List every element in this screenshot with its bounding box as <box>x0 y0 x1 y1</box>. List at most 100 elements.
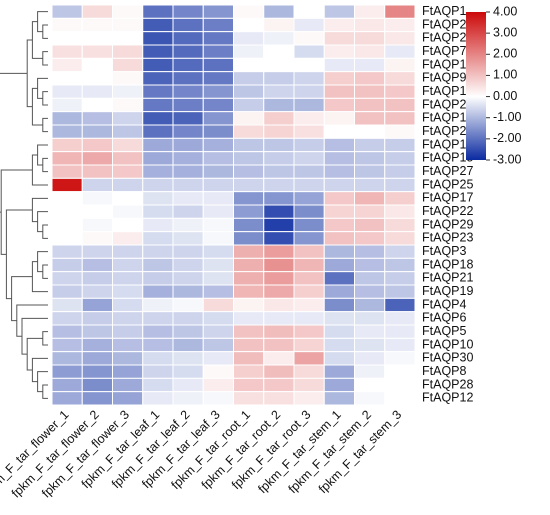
heat-cell <box>81 17 113 33</box>
dendrogram-branch <box>11 276 33 322</box>
heat-cell <box>81 111 113 126</box>
heat-cell <box>112 4 144 19</box>
heat-cell <box>172 231 204 246</box>
heat-cell <box>112 257 144 273</box>
heat-cell <box>323 204 355 219</box>
heat-cell <box>233 17 265 33</box>
heat-cell <box>293 271 325 286</box>
heat-cell <box>81 4 113 19</box>
heat-cell <box>293 204 325 219</box>
heat-cell <box>263 377 295 393</box>
heat-cell <box>51 284 83 299</box>
heat-cell <box>112 57 144 73</box>
dendrogram-branch <box>31 197 48 223</box>
heat-cell <box>384 217 416 233</box>
heat-cell <box>202 191 234 206</box>
heat-cell <box>142 377 174 393</box>
heat-cell <box>323 44 355 59</box>
colorbar-tick-label: -3.00 <box>493 152 522 166</box>
heat-cell <box>384 324 416 339</box>
heat-cell <box>81 44 113 59</box>
heat-cell <box>293 97 325 113</box>
heat-cell <box>263 84 295 99</box>
heat-cell <box>81 284 113 299</box>
heat-cell <box>263 257 295 273</box>
heat-cell <box>323 97 355 113</box>
heat-cell <box>354 191 386 206</box>
heat-cell <box>112 311 144 326</box>
heat-cell <box>172 311 204 326</box>
heat-cell <box>233 57 265 73</box>
heat-cell <box>354 351 386 366</box>
heat-cell <box>293 351 325 366</box>
heat-cell <box>293 164 325 179</box>
heat-cell <box>51 164 83 179</box>
heat-cell <box>354 311 386 326</box>
row-label: FtAQP6 <box>422 311 467 325</box>
heat-cell <box>354 97 386 113</box>
heat-cell <box>142 124 174 139</box>
heat-cell <box>202 377 234 393</box>
heat-cell <box>172 191 204 206</box>
heat-cell <box>323 324 355 339</box>
heat-cell <box>263 191 295 206</box>
heat-cell <box>172 284 204 299</box>
heat-cell <box>263 364 295 379</box>
heat-cell <box>384 84 416 99</box>
heat-cell <box>293 284 325 299</box>
row-label: FtAQP30 <box>422 351 473 365</box>
row-label: FtAQP12 <box>422 391 473 405</box>
heat-cell <box>81 231 113 246</box>
heat-cell <box>263 164 295 179</box>
heat-cell <box>384 244 416 259</box>
heat-cell <box>233 204 265 219</box>
heat-cell <box>112 17 144 33</box>
dendrogram-branch <box>42 224 48 239</box>
heat-cell <box>384 297 416 313</box>
heat-cell <box>81 377 113 393</box>
heat-cell <box>233 311 265 326</box>
heat-cell <box>384 4 416 19</box>
heat-cell <box>81 244 113 259</box>
heat-cell <box>354 244 386 259</box>
heat-cell <box>323 257 355 273</box>
heat-cell <box>323 191 355 206</box>
heat-cell <box>202 337 234 353</box>
heat-cell <box>51 364 83 379</box>
row-label: FtAQP17 <box>422 191 473 205</box>
heat-cell <box>354 151 386 166</box>
heat-cell <box>112 177 144 193</box>
row-label: FtAQP25 <box>422 177 473 191</box>
heat-cell <box>263 244 295 259</box>
heat-cell <box>112 324 144 339</box>
heat-cell <box>202 97 234 113</box>
heat-cell <box>142 177 174 193</box>
dendrogram-branch <box>42 331 48 346</box>
heat-cell <box>112 217 144 233</box>
heat-cell <box>81 151 113 166</box>
heat-cell <box>51 44 83 59</box>
heat-cell <box>81 297 113 313</box>
row-label: FtAQP19 <box>422 284 473 298</box>
heat-cell <box>202 324 234 339</box>
heat-cell <box>172 244 204 259</box>
heat-cell <box>384 191 416 206</box>
heat-cell <box>263 71 295 86</box>
heat-cell <box>323 124 355 139</box>
heat-cell <box>51 271 83 286</box>
heat-cell <box>172 391 204 406</box>
heat-cell <box>202 311 234 326</box>
heat-cell <box>354 284 386 299</box>
dendrogram-branch <box>31 357 48 383</box>
row-label: FtAQP4 <box>422 297 467 311</box>
heat-cell <box>384 151 416 166</box>
row-label: FtAQP15 <box>422 151 473 165</box>
heat-cell <box>81 191 113 206</box>
dendrogram <box>0 11 48 399</box>
heat-cell <box>112 84 144 99</box>
heat-cell <box>323 391 355 406</box>
heat-cell <box>293 124 325 139</box>
dendrogram-branch <box>26 337 43 371</box>
heat-cell <box>51 31 83 46</box>
